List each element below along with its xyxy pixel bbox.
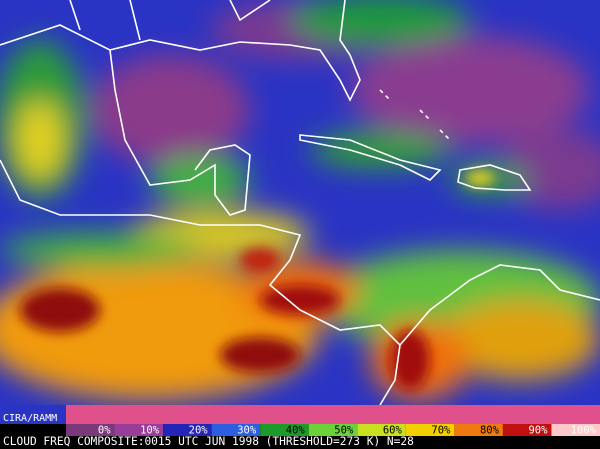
colorbar-segment — [454, 424, 503, 436]
colorbar-segment — [163, 424, 212, 436]
colorbar-segment — [260, 424, 309, 436]
credit-box — [0, 405, 66, 424]
colorbar-segment — [114, 424, 164, 436]
colorbar-label: 100% — [571, 425, 597, 437]
coastlines — [0, 0, 600, 405]
colorbar-label: 90% — [528, 425, 548, 437]
colorbar-segment — [211, 424, 261, 436]
colorbar-label: 0% — [98, 425, 111, 437]
colorbar-label: 40% — [286, 425, 306, 437]
colorbar-label: 30% — [237, 425, 257, 437]
colorbar-segment — [502, 424, 552, 436]
colorbar-segment — [405, 424, 455, 436]
credit: CIRA/RAMM — [3, 413, 57, 424]
caption: CLOUD FREQ COMPOSITE:0015 UTC JUN 1998 (… — [3, 435, 414, 448]
colorbar-label: 60% — [383, 425, 403, 437]
colorbar-segment — [308, 424, 358, 436]
colorbar-segment — [66, 424, 115, 436]
colorbar: 0% 10% 20% 30% 40% 50% 60% 70% 80% 90% 100% — [66, 424, 600, 437]
cloud-map — [0, 0, 600, 405]
colorbar-label: 20% — [189, 425, 209, 437]
colorbar-label: 80% — [480, 425, 500, 437]
colorbar-label: 70% — [431, 425, 451, 437]
colorbar-segment — [551, 424, 600, 436]
caption-band — [0, 436, 600, 449]
colorbar-segment — [357, 424, 406, 436]
colorbar-label: 50% — [334, 425, 354, 437]
colorbar-label: 10% — [140, 425, 160, 437]
legend-strip — [0, 405, 600, 424]
